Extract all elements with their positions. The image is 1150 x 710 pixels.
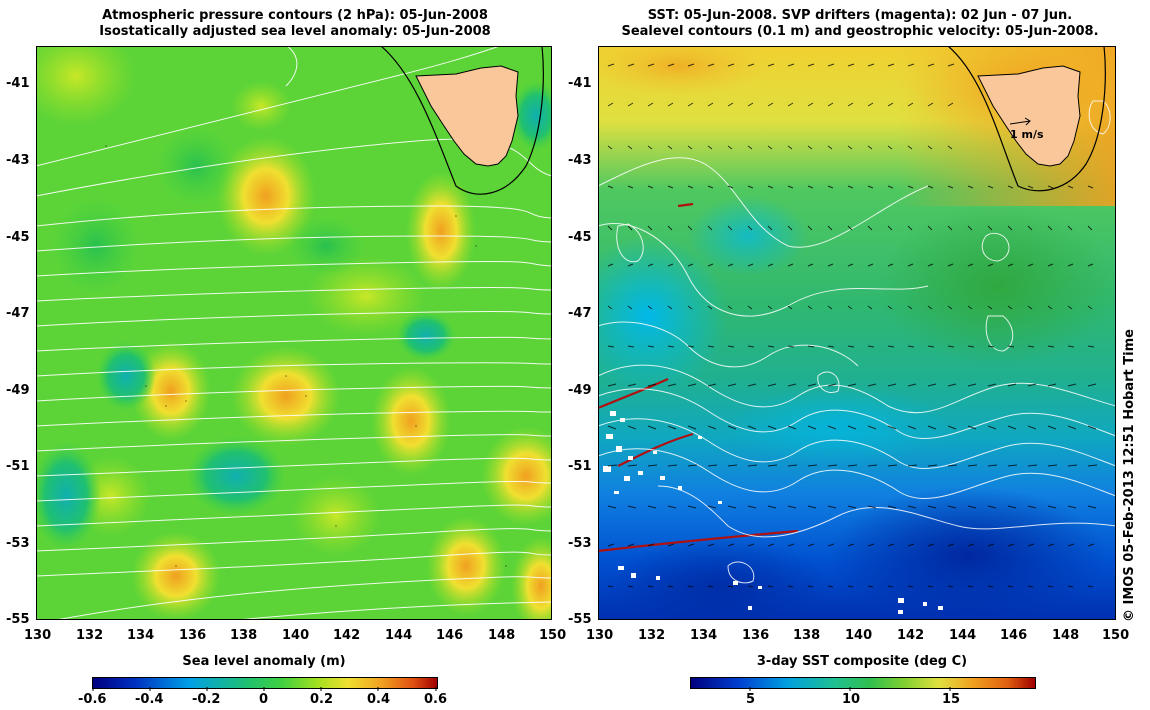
- coastline-bathymetry: [380, 46, 544, 195]
- sst-tick: 15: [942, 692, 961, 707]
- sla-tick: 0.2: [310, 692, 334, 707]
- left-lon-label: 134: [127, 628, 155, 643]
- drifter-tracks: [598, 202, 799, 553]
- left-lat-label: -43: [6, 153, 30, 168]
- sst-map-frame: [598, 46, 1116, 620]
- right-title-line2: Sealevel contours (0.1 m) and geostrophi…: [621, 24, 1099, 39]
- right-title-line1: SST: 05-Jun-2008. SVP drifters (magenta)…: [647, 8, 1073, 23]
- sla-map: [36, 46, 552, 620]
- sla-colorbar: [92, 677, 438, 689]
- left-title-line2: Isostatically adjusted sea level anomaly…: [99, 24, 491, 39]
- right-lat-label: -49: [568, 383, 592, 398]
- left-lat-label: -41: [6, 76, 30, 91]
- left-lat-label: -49: [6, 383, 30, 398]
- sst-map-panel: 1 m/s: [598, 46, 1116, 620]
- sst-colorbar: [690, 677, 1036, 689]
- tasmania-landmass-sst: [977, 65, 1081, 167]
- left-lon-label: 144: [385, 628, 413, 643]
- left-lat-label: -53: [6, 536, 30, 551]
- right-lon-label: 130: [586, 628, 614, 643]
- right-lon-label: 132: [638, 628, 666, 643]
- velocity-scale-arrow: [1009, 117, 1031, 126]
- right-lat-label: -53: [568, 536, 592, 551]
- left-lat-label: -51: [6, 459, 30, 474]
- sla-tick: 0.4: [367, 692, 391, 707]
- left-lon-label: 136: [179, 628, 207, 643]
- sealevel-contours: [598, 100, 1116, 584]
- right-lon-label: 144: [949, 628, 977, 643]
- right-lon-label: 134: [690, 628, 718, 643]
- right-lon-label: 146: [1000, 628, 1028, 643]
- left-lat-label: -45: [6, 230, 30, 245]
- right-lat-label: -55: [568, 612, 592, 627]
- right-lat-label: -43: [568, 153, 592, 168]
- right-lon-label: 148: [1052, 628, 1080, 643]
- right-lat-label: -41: [568, 76, 592, 91]
- right-lon-label: 150: [1102, 628, 1130, 643]
- left-lon-label: 150: [539, 628, 567, 643]
- right-panel-title: SST: 05-Jun-2008. SVP drifters (magenta)…: [600, 8, 1120, 40]
- left-title-line1: Atmospheric pressure contours (2 hPa): 0…: [102, 8, 488, 23]
- sst-tick: 5: [746, 692, 756, 707]
- sst-colorbar-ticks: [749, 687, 951, 691]
- sla-tick: -0.4: [135, 692, 164, 707]
- velocity-scale-label: 1 m/s: [1010, 128, 1044, 141]
- right-lon-label: 140: [845, 628, 873, 643]
- left-lon-label: 146: [436, 628, 464, 643]
- geostrophic-velocity-arrows: [607, 63, 1098, 588]
- sla-colorbar-ticks: [92, 687, 437, 691]
- left-lon-label: 130: [24, 628, 52, 643]
- left-lon-label: 140: [282, 628, 310, 643]
- left-lat-label: -47: [6, 306, 30, 321]
- right-lon-label: 136: [742, 628, 770, 643]
- sla-map-frame: [36, 46, 552, 620]
- sst-colorbar-label: 3-day SST composite (deg C): [756, 654, 968, 669]
- right-lat-label: -47: [568, 306, 592, 321]
- credit-text: © IMOS 05-Feb-2013 12:51 Hobart Time: [1122, 329, 1137, 622]
- right-lon-label: 138: [793, 628, 821, 643]
- sst-tick: 10: [842, 692, 861, 707]
- sla-colorbar-label: Sea level anomaly (m): [182, 654, 346, 669]
- right-lat-label: -45: [568, 230, 592, 245]
- sst-coastline-bathymetry: [947, 46, 1106, 192]
- sla-tick: -0.2: [192, 692, 221, 707]
- left-lon-label: 138: [230, 628, 258, 643]
- left-lat-label: -55: [6, 612, 30, 627]
- right-lon-label: 142: [897, 628, 925, 643]
- pressure-contours: [36, 46, 552, 620]
- right-lat-label: -51: [568, 459, 592, 474]
- left-lon-label: 132: [76, 628, 104, 643]
- sla-map-panel: [36, 46, 552, 620]
- left-panel-title: Atmospheric pressure contours (2 hPa): 0…: [60, 8, 530, 40]
- sla-tick: -0.6: [78, 692, 107, 707]
- sla-tick: 0.6: [424, 692, 448, 707]
- tasmania-landmass: [415, 65, 519, 167]
- left-lon-label: 148: [488, 628, 516, 643]
- left-lon-label: 142: [333, 628, 361, 643]
- sla-tick: 0: [259, 692, 269, 707]
- sst-map: 1 m/s: [598, 46, 1116, 620]
- sla-sparse-dots: [105, 145, 507, 567]
